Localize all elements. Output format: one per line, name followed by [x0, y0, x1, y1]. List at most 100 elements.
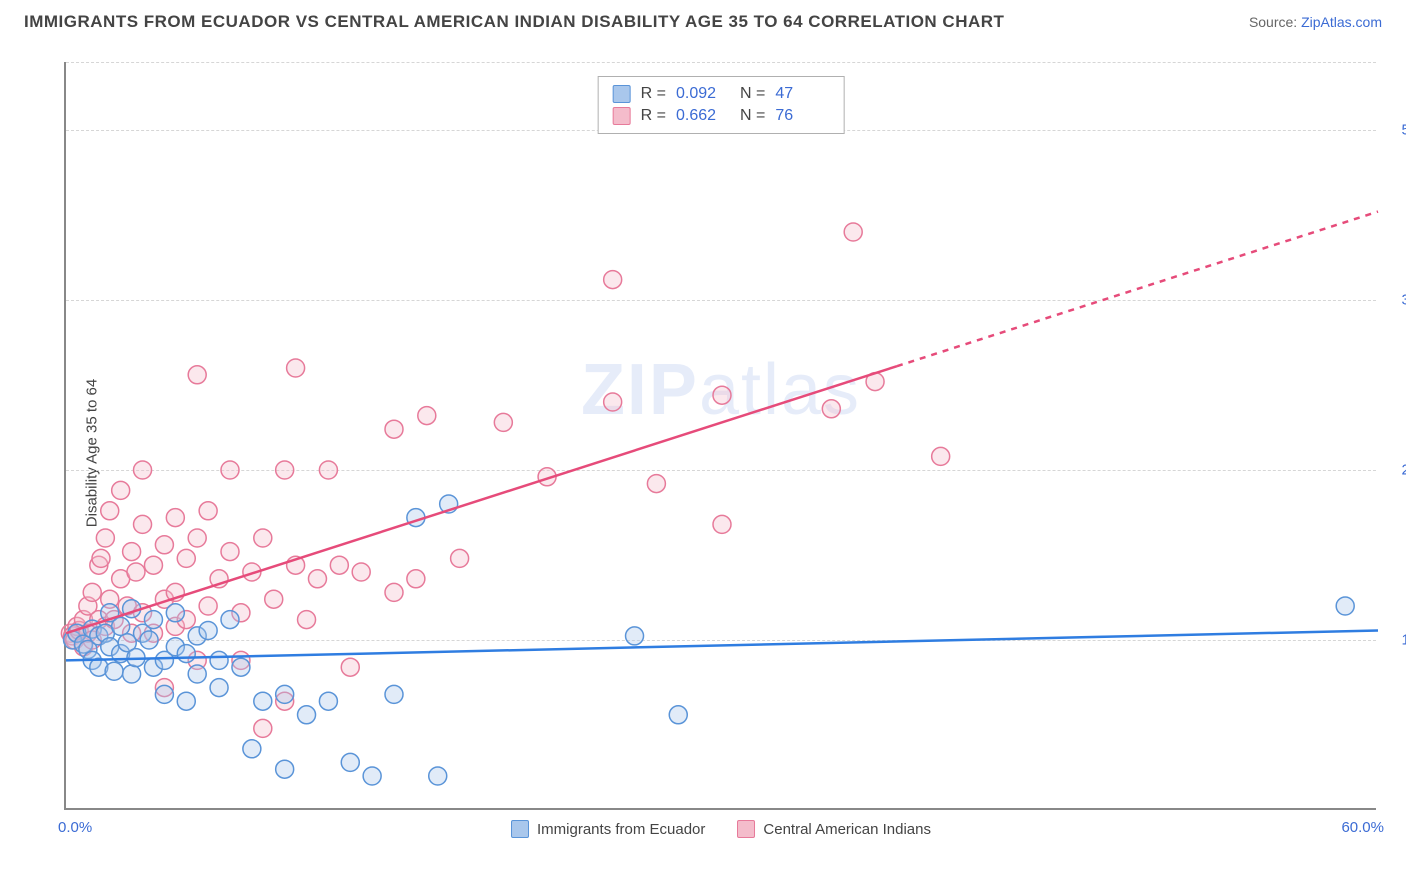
scatter-point [188, 665, 206, 683]
scatter-point [101, 502, 119, 520]
scatter-point [199, 597, 217, 615]
legend-swatch-icon [737, 820, 755, 838]
legend-label-ecuador: Immigrants from Ecuador [537, 821, 705, 838]
scatter-point [418, 407, 436, 425]
scatter-point [134, 515, 152, 533]
y-tick-label: 12.5% [1384, 632, 1406, 649]
correlation-legend: R = 0.092 N = 47 R = 0.662 N = 76 [598, 76, 845, 134]
scatter-point [385, 685, 403, 703]
scatter-point [932, 447, 950, 465]
scatter-point [319, 692, 337, 710]
scatter-point [604, 271, 622, 289]
scatter-point [330, 556, 348, 574]
scatter-point [96, 529, 114, 547]
scatter-point [713, 386, 731, 404]
scatter-point [221, 461, 239, 479]
legend-row-1: R = 0.092 N = 47 [613, 83, 830, 105]
scatter-point [144, 611, 162, 629]
scatter-point [112, 481, 130, 499]
scatter-point [844, 223, 862, 241]
chart-title: IMMIGRANTS FROM ECUADOR VS CENTRAL AMERI… [24, 12, 1004, 32]
legend-item-ecuador: Immigrants from Ecuador [511, 820, 705, 838]
scatter-point [647, 475, 665, 493]
scatter-point [604, 393, 622, 411]
scatter-point [254, 719, 272, 737]
scatter-point [221, 543, 239, 561]
x-tick-max: 60.0% [1341, 819, 1384, 836]
scatter-point [166, 509, 184, 527]
scatter-point [276, 760, 294, 778]
scatter-point [298, 611, 316, 629]
scatter-point [822, 400, 840, 418]
scatter-point [232, 658, 250, 676]
scatter-point [451, 549, 469, 567]
x-tick-min: 0.0% [58, 819, 92, 836]
series-legend: Immigrants from Ecuador Central American… [511, 820, 931, 838]
scatter-point [210, 651, 228, 669]
y-tick-label: 37.5% [1384, 292, 1406, 309]
scatter-point [105, 662, 123, 680]
scatter-point [385, 583, 403, 601]
scatter-point [199, 502, 217, 520]
scatter-point [341, 753, 359, 771]
scatter-point [123, 543, 141, 561]
scatter-point [155, 536, 173, 554]
scatter-point [341, 658, 359, 676]
trend-line [66, 630, 1378, 660]
trend-line [66, 366, 897, 633]
scatter-point [210, 679, 228, 697]
scatter-point [298, 706, 316, 724]
chart-container: Disability Age 35 to 64 ZIPatlas R = 0.0… [50, 48, 1390, 858]
scatter-point [144, 556, 162, 574]
scatter-point [308, 570, 326, 588]
scatter-point [385, 420, 403, 438]
scatter-point [287, 359, 305, 377]
scatter-point [177, 645, 195, 663]
legend-swatch-ecuador [613, 85, 631, 103]
y-tick-label: 25.0% [1384, 462, 1406, 479]
scatter-point [254, 529, 272, 547]
scatter-point [352, 563, 370, 581]
scatter-point [276, 685, 294, 703]
scatter-point [140, 631, 158, 649]
legend-label-central-american: Central American Indians [763, 821, 931, 838]
scatter-point [254, 692, 272, 710]
scatter-point [669, 706, 687, 724]
scatter-point [177, 549, 195, 567]
scatter-point [429, 767, 447, 785]
scatter-point [177, 692, 195, 710]
y-tick-label: 50.0% [1384, 122, 1406, 139]
scatter-point [319, 461, 337, 479]
legend-swatch-central-american [613, 107, 631, 125]
source-prefix: Source: [1249, 14, 1301, 30]
scatter-point [363, 767, 381, 785]
scatter-point [1336, 597, 1354, 615]
scatter-point [92, 549, 110, 567]
scatter-point [221, 611, 239, 629]
scatter-point [188, 366, 206, 384]
scatter-point [243, 740, 261, 758]
scatter-point [494, 413, 512, 431]
scatter-point [112, 617, 130, 635]
scatter-point [265, 590, 283, 608]
plot-area: ZIPatlas R = 0.092 N = 47 R = 0.662 N = … [64, 62, 1376, 810]
source-attribution: Source: ZipAtlas.com [1249, 14, 1382, 30]
scatter-point [626, 627, 644, 645]
legend-row-2: R = 0.662 N = 76 [613, 105, 830, 127]
source-link[interactable]: ZipAtlas.com [1301, 14, 1382, 30]
legend-item-central-american: Central American Indians [737, 820, 931, 838]
scatter-point [155, 685, 173, 703]
scatter-point [166, 604, 184, 622]
scatter-point [276, 461, 294, 479]
scatter-svg [66, 62, 1376, 808]
trend-line-dashed [897, 212, 1378, 367]
scatter-point [188, 529, 206, 547]
scatter-point [199, 621, 217, 639]
legend-swatch-icon [511, 820, 529, 838]
scatter-point [83, 583, 101, 601]
scatter-point [407, 570, 425, 588]
scatter-point [713, 515, 731, 533]
scatter-point [134, 461, 152, 479]
scatter-point [127, 563, 145, 581]
scatter-point [123, 665, 141, 683]
